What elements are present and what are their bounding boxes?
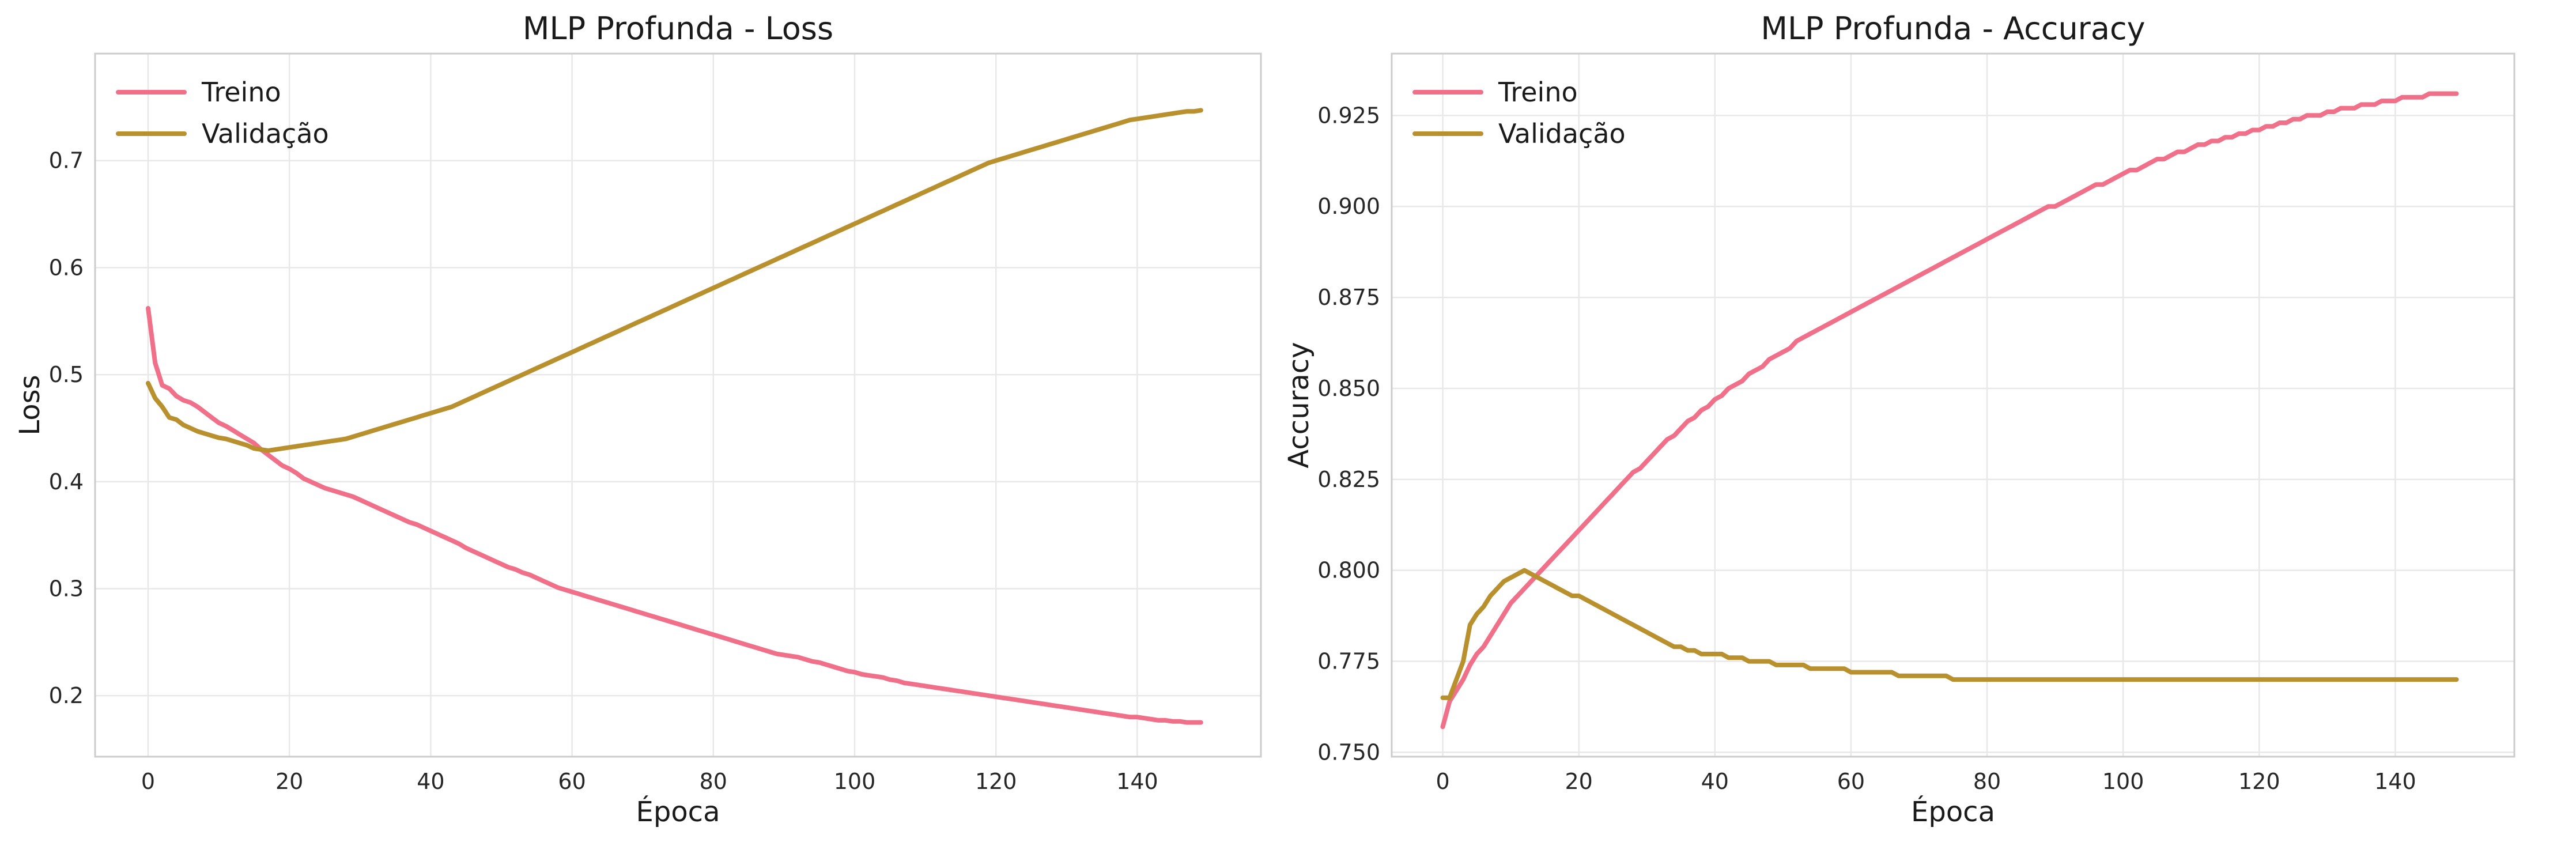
y-tick-label: 0.7: [49, 148, 84, 173]
x-axis-label: Época: [1911, 795, 1995, 828]
y-tick-label: 0.925: [1317, 103, 1380, 128]
legend-label-treino: Treino: [201, 77, 281, 108]
series-line-treino: [1440, 91, 2459, 730]
y-axis-label: Accuracy: [1283, 342, 1315, 468]
series-line-validacao: [146, 108, 1203, 453]
series-line-validacao: [1440, 568, 2459, 700]
x-tick-label: 20: [275, 769, 303, 794]
y-tick-label: 0.5: [49, 362, 84, 387]
accuracy-chart: 0 20 40 60 80 100 120 140 0.750 0.775 0.800 0.825 0.…: [1283, 10, 2515, 828]
y-tick-label: 0.3: [49, 576, 84, 601]
y-tick-label: 0.900: [1317, 194, 1380, 219]
x-tick-label: 0: [1436, 769, 1449, 794]
x-axis-label: Época: [636, 795, 720, 828]
y-tick-label: 0.750: [1317, 739, 1380, 765]
chart-title: MLP Profunda - Loss: [523, 10, 833, 47]
y-tick-label: 0.775: [1317, 649, 1380, 674]
x-tick-label: 80: [1973, 769, 2001, 794]
plot-border: [94, 52, 1262, 758]
plot-border: [1391, 52, 2515, 758]
x-tick-label: 100: [834, 769, 876, 794]
y-tick-label: 0.6: [49, 255, 84, 280]
x-tick-label: 140: [1116, 769, 1158, 794]
y-axis-label: Loss: [14, 375, 46, 435]
y-tick-label: 0.800: [1317, 558, 1380, 583]
loss-chart: 0 20 40 60 80 100 120 140 0.2 0.3 0.4 0.5 0.6 0.7 MLP …: [14, 10, 1262, 828]
y-tick-label: 0.825: [1317, 467, 1380, 492]
plot-area: [94, 52, 1262, 758]
x-tick-label: 120: [2238, 769, 2280, 794]
legend-label-validacao: Validação: [1498, 118, 1626, 149]
x-tick-label: 80: [700, 769, 727, 794]
x-tick-label: 100: [2102, 769, 2144, 794]
x-tick-label: 0: [141, 769, 155, 794]
x-tick-label: 60: [558, 769, 586, 794]
chart-title: MLP Profunda - Accuracy: [1761, 10, 2145, 47]
y-tick-label: 0.875: [1317, 285, 1380, 310]
legend-label-treino: Treino: [1498, 77, 1578, 108]
x-tick-label: 140: [2374, 769, 2416, 794]
y-tick-label: 0.4: [49, 469, 84, 494]
x-tick-label: 40: [1701, 769, 1729, 794]
plot-area: [1391, 52, 2515, 758]
x-tick-label: 40: [417, 769, 444, 794]
x-tick-label: 20: [1565, 769, 1592, 794]
x-tick-label: 60: [1837, 769, 1865, 794]
y-tick-label: 0.2: [49, 683, 84, 708]
x-tick-label: 120: [975, 769, 1017, 794]
series-line-treino: [146, 305, 1203, 725]
y-tick-label: 0.850: [1317, 376, 1380, 401]
legend-label-validacao: Validação: [202, 118, 329, 149]
